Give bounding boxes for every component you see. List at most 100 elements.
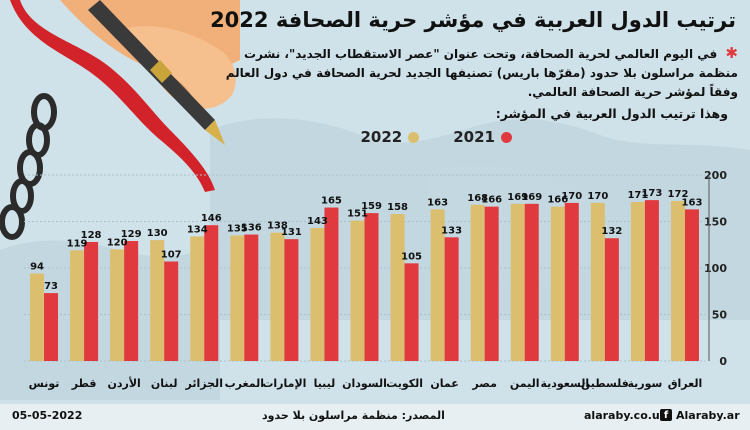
data-label-2022: 94 — [30, 262, 44, 273]
legend-item-2021: 2021 — [453, 128, 512, 146]
data-label-2021: 136 — [241, 223, 262, 234]
bar-2021 — [604, 238, 619, 361]
bar-2022 — [30, 273, 45, 361]
website-link[interactable]: alaraby.co.uk — [584, 409, 668, 422]
chain-icon — [0, 93, 57, 240]
bar-2022 — [630, 201, 645, 361]
data-label-2021: 146 — [201, 213, 222, 224]
legend-dot-2021 — [501, 131, 512, 143]
data-label-2022: 138 — [267, 221, 288, 232]
data-label-2021: 131 — [281, 227, 302, 238]
x-category-label: قطر — [71, 377, 97, 390]
hand-with-pen-illustration — [0, 0, 240, 240]
publish-date: 05-05-2022 — [12, 409, 83, 422]
bar-2022 — [110, 249, 125, 361]
bar-2022 — [510, 203, 525, 361]
x-category-label: عمان — [430, 377, 458, 390]
data-label-2021: 159 — [361, 201, 382, 212]
x-category-label: تونس — [29, 377, 60, 390]
data-label-2021: 163 — [682, 197, 703, 208]
x-category-label: السعودية — [540, 377, 589, 390]
bar-2022 — [470, 204, 485, 361]
bar-2021 — [164, 261, 179, 361]
x-category-label: ليبيا — [314, 377, 336, 390]
data-label-2022: 169 — [507, 192, 528, 203]
bar-2021 — [44, 293, 59, 361]
data-label-2022: 119 — [67, 238, 88, 249]
data-label-2022: 158 — [387, 202, 408, 213]
data-label-2022: 166 — [547, 195, 568, 206]
data-label-2022: 135 — [227, 223, 248, 234]
y-tick-label: 0 — [719, 355, 727, 368]
legend-label-2022: 2022 — [360, 128, 403, 146]
bar-2022 — [550, 206, 565, 361]
data-label-2022: 171 — [627, 190, 648, 201]
data-label-2022: 134 — [187, 224, 208, 235]
source-credit: المصدر: منظمة مراسلون بلا حدود — [262, 409, 445, 422]
intro-text-5: (مقرّها باريس) تصنيفها الجديد — [401, 66, 590, 80]
chart-legend: 2022 2021 — [360, 128, 512, 146]
bar-2022 — [590, 202, 605, 361]
x-category-label: سورية — [627, 377, 662, 390]
bar-2021 — [324, 207, 339, 361]
data-label-2022: 172 — [668, 189, 689, 200]
x-category-label: الجزائر — [185, 377, 223, 390]
bar-2021 — [204, 225, 219, 361]
bar-2022 — [670, 201, 685, 361]
bar-2022 — [230, 235, 245, 361]
data-label-2021: 170 — [561, 191, 582, 202]
bar-2022 — [430, 209, 445, 361]
data-label-2021: 128 — [81, 230, 102, 241]
x-category-label: مصر — [471, 377, 497, 390]
data-label-2022: 143 — [307, 216, 328, 227]
x-category-label: العراق — [668, 377, 703, 390]
bar-2022 — [390, 214, 405, 361]
bar-2022 — [190, 236, 205, 361]
bar-2022 — [150, 240, 165, 361]
bar-2021 — [644, 200, 659, 361]
data-label-2022: 170 — [587, 191, 608, 202]
x-category-label: الكويت — [386, 377, 423, 390]
bar-2021 — [444, 237, 459, 361]
data-label-2021: 105 — [401, 251, 422, 262]
intro-text-6: لحرية الصحافة — [316, 66, 402, 80]
data-label-2021: 107 — [161, 249, 182, 260]
x-category-label: الإمارات — [262, 377, 306, 390]
data-label-2021: 166 — [481, 195, 502, 206]
bar-2022 — [270, 232, 285, 361]
bar-2021 — [244, 234, 259, 361]
data-label-2021: 132 — [601, 226, 622, 237]
x-category-label: المغرب — [225, 377, 264, 390]
intro-paragraph: ✱ في اليوم العالمي لحرية الصحافة، وتحت ع… — [218, 44, 738, 102]
bar-2022 — [310, 228, 325, 361]
y-tick-label: 50 — [712, 309, 728, 322]
data-label-2022: 168 — [467, 193, 488, 204]
bar-2021 — [364, 213, 379, 361]
bar-2021 — [684, 209, 699, 361]
bar-2021 — [404, 263, 419, 361]
data-label-2022: 151 — [347, 209, 368, 220]
facebook-icon[interactable]: f — [660, 409, 672, 421]
page-title: ترتيب الدول العربية في مؤشر حرية الصحافة… — [210, 8, 736, 32]
intro-text-4: منظمة مراسلون بلا حدود — [589, 66, 738, 80]
data-label-2021: 165 — [321, 196, 342, 207]
x-category-label: اليمن — [510, 377, 540, 390]
data-label-2021: 133 — [441, 225, 462, 236]
y-tick-label: 150 — [704, 216, 727, 229]
bar-2021 — [524, 203, 539, 361]
data-label-2021: 173 — [641, 188, 662, 199]
y-tick-label: 100 — [704, 262, 727, 275]
bar-2022 — [350, 220, 365, 361]
legend-dot-2022 — [408, 131, 420, 143]
data-label-2021: 129 — [121, 229, 142, 240]
y-tick-label: 200 — [704, 169, 727, 182]
footer: 05-05-2022 المصدر: منظمة مراسلون بلا حدو… — [0, 404, 750, 430]
data-label-2021: 73 — [44, 281, 58, 292]
x-category-label: لبنان — [151, 377, 178, 390]
facebook-handle-link[interactable]: Alaraby.ar — [676, 409, 740, 422]
data-label-2022: 120 — [107, 237, 128, 248]
x-category-label: السودان — [342, 377, 387, 390]
bar-2021 — [484, 206, 499, 361]
intro-text-3: ، نشرت — [243, 47, 289, 61]
